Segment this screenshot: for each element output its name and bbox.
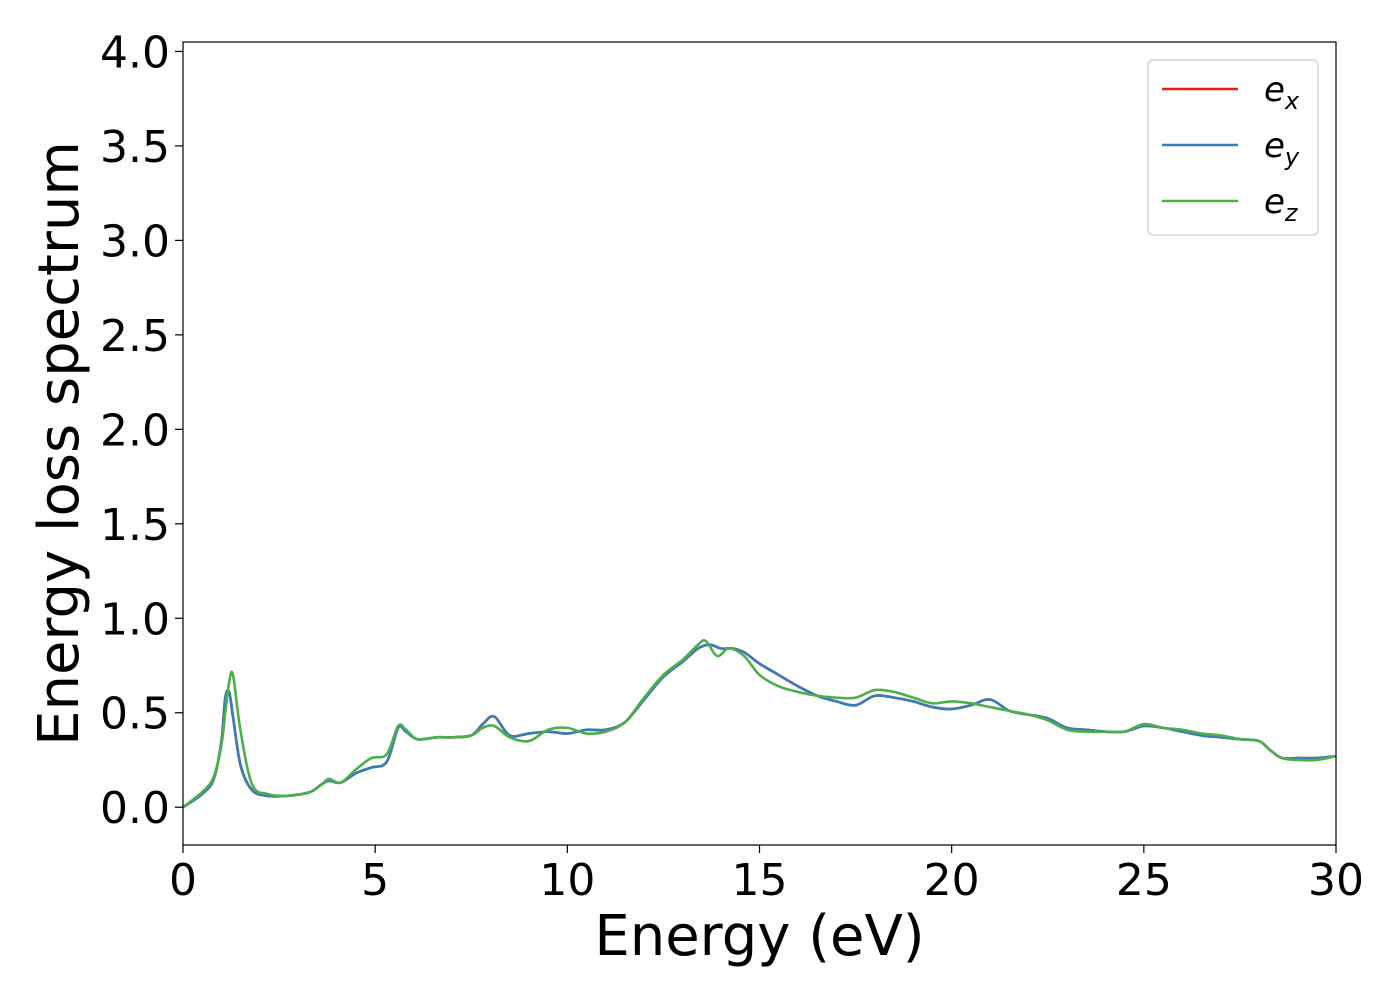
x-tick-label: 25: [1116, 855, 1172, 906]
series-line-z: [183, 639, 1336, 809]
y-tick-label: 1.0: [100, 594, 170, 645]
x-tick-label: 5: [361, 855, 389, 906]
plot-area: [183, 42, 1336, 845]
y-tick-label: 2.0: [100, 405, 170, 456]
legend: ex ey ez: [1147, 59, 1319, 236]
legend-label-y: ey: [1264, 126, 1300, 171]
x-axis: 0 5 10 15 20 25 30: [169, 845, 1364, 906]
y-tick-label: 2.5: [100, 311, 170, 362]
y-tick-label: 3.5: [100, 122, 170, 173]
y-tick-label: 4.0: [100, 27, 170, 78]
y-tick-label: 1.5: [100, 500, 170, 551]
x-tick-label: 10: [539, 855, 595, 906]
x-axis-title: Energy (eV): [594, 904, 924, 969]
x-tick-label: 15: [732, 855, 788, 906]
series-lines: [183, 639, 1336, 809]
x-tick-label: 30: [1308, 855, 1364, 906]
y-axis: 0.0 0.5 1.0 1.5 2.0 2.5 3.0 3.5 4.0: [100, 27, 183, 834]
y-axis-title: Energy loss spectrum: [27, 141, 92, 746]
y-tick-label: 0.0: [100, 783, 170, 834]
legend-box: [1147, 59, 1319, 236]
x-tick-label: 0: [169, 855, 197, 906]
y-tick-label: 3.0: [100, 216, 170, 267]
legend-label-x: ex: [1264, 70, 1300, 115]
x-tick-label: 20: [924, 855, 980, 906]
legend-label-z: ez: [1264, 182, 1299, 227]
y-tick-label: 0.5: [100, 689, 170, 740]
